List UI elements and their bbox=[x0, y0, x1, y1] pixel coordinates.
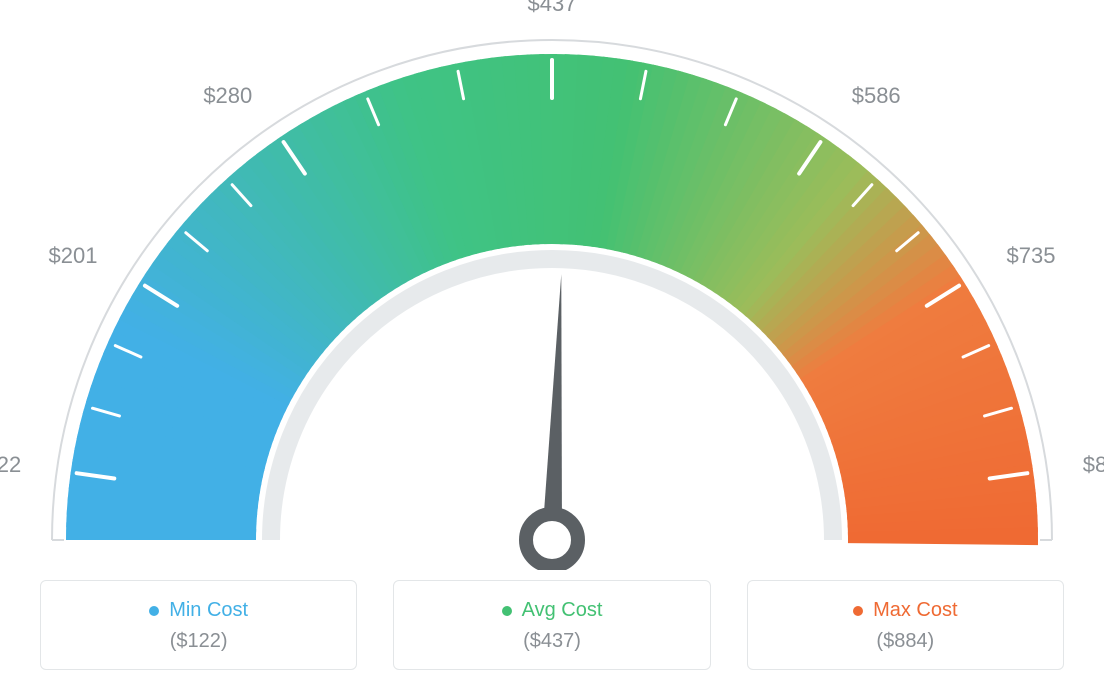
gauge-tick-label: $280 bbox=[203, 83, 252, 109]
legend-label: Max Cost bbox=[873, 599, 957, 622]
gauge-tick-label: $122 bbox=[0, 452, 21, 478]
legend-label: Min Cost bbox=[169, 599, 248, 622]
gauge-tick-label: $437 bbox=[528, 0, 577, 17]
legend-value: ($437) bbox=[418, 630, 685, 653]
gauge-svg bbox=[22, 10, 1082, 570]
dot-icon bbox=[502, 606, 512, 616]
legend-title-max: Max Cost bbox=[853, 599, 957, 622]
gauge-tick-label: $586 bbox=[852, 83, 901, 109]
legend-value: ($884) bbox=[772, 630, 1039, 653]
gauge-tick-label: $201 bbox=[48, 243, 97, 269]
legend-label: Avg Cost bbox=[522, 599, 603, 622]
legend-title-avg: Avg Cost bbox=[502, 599, 603, 622]
gauge-tick-label: $884 bbox=[1083, 452, 1104, 478]
dot-icon bbox=[853, 606, 863, 616]
legend-card-min: Min Cost ($122) bbox=[40, 580, 357, 670]
legend-title-min: Min Cost bbox=[149, 599, 248, 622]
gauge-tick-label: $735 bbox=[1007, 243, 1056, 269]
legend-card-max: Max Cost ($884) bbox=[747, 580, 1064, 670]
gauge-chart: $122$201$280$437$586$735$884 bbox=[22, 10, 1082, 570]
legend-card-avg: Avg Cost ($437) bbox=[393, 580, 710, 670]
legend-row: Min Cost ($122) Avg Cost ($437) Max Cost… bbox=[0, 580, 1104, 670]
dot-icon bbox=[149, 606, 159, 616]
legend-value: ($122) bbox=[65, 630, 332, 653]
